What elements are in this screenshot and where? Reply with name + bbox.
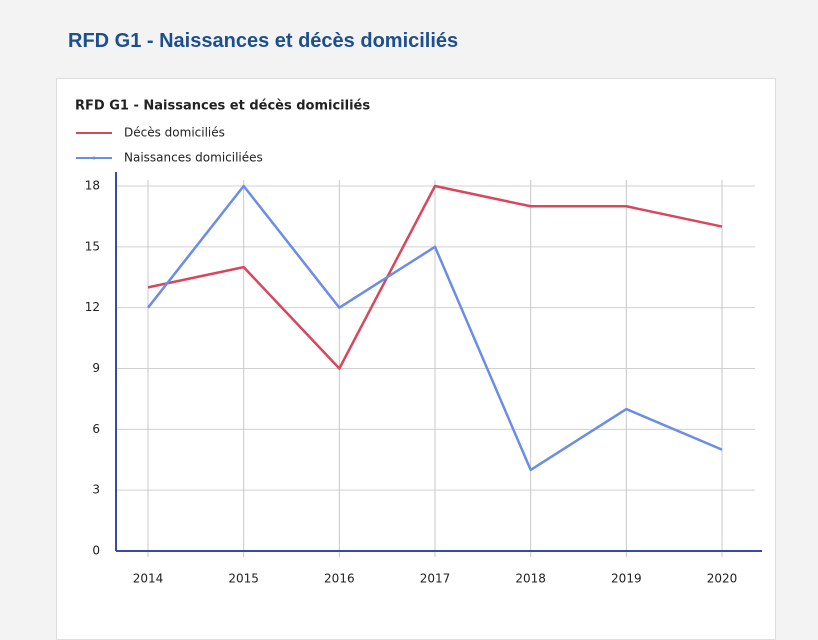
x-tick-label: 2015 [228, 572, 259, 586]
series-line [147, 184, 723, 472]
x-tick-label: 2018 [515, 572, 546, 586]
page: {"page_title": "RFD G1 - Naissances et d… [56, 30, 776, 640]
series-line [147, 184, 723, 370]
y-tick-label: 9 [92, 361, 100, 375]
x-tick-label: 2016 [324, 572, 355, 586]
chart: RFD G1 - Naissances et décès domiciliés … [75, 99, 762, 586]
y-tick-label: 15 [85, 239, 100, 253]
chart-title: RFD G1 - Naissances et décès domiciliés [75, 99, 370, 114]
card [56, 78, 776, 640]
x-tick-label: 2017 [420, 572, 451, 586]
x-tick-label: 2014 [133, 572, 164, 586]
x-tick-label: 2020 [707, 572, 738, 586]
y-tick-label: 3 [92, 483, 100, 497]
legend-label: Décès domiciliés [124, 126, 225, 140]
page-title: RFD G1 - Naissances et décès domiciliés [68, 30, 459, 52]
legend-dot [92, 156, 96, 160]
y-tick-label: 6 [92, 422, 100, 436]
legend-label: Naissances domiciliées [124, 151, 263, 165]
x-tick-label: 2019 [611, 572, 642, 586]
y-tick-label: 12 [85, 300, 100, 314]
y-tick-label: 18 [85, 179, 100, 193]
y-tick-label: 0 [92, 544, 100, 558]
